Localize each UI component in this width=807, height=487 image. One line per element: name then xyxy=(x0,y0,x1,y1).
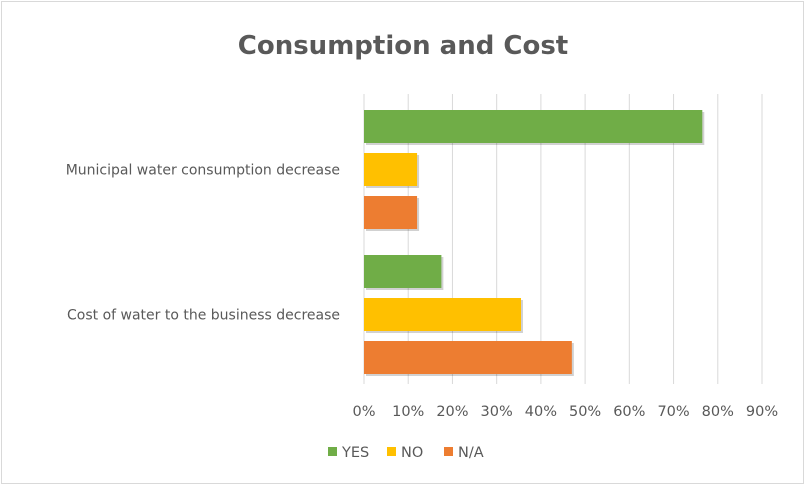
x-tick-label: 90% xyxy=(746,404,778,420)
legend-swatch xyxy=(328,447,337,456)
bar-yes xyxy=(364,110,703,143)
legend-label: YES xyxy=(341,445,369,461)
x-axis-tick-labels: 0% 10% 20% 30% 40% 50% 60% 70% 80% 90% xyxy=(352,404,778,420)
legend-item: YES xyxy=(328,445,369,461)
legend-swatch xyxy=(444,447,453,456)
x-tick-label: 30% xyxy=(481,404,513,420)
bar-na xyxy=(364,196,418,229)
legend-swatch xyxy=(387,447,396,456)
chart-title: Consumption and Cost xyxy=(238,31,568,61)
x-tick-label: 50% xyxy=(569,404,601,420)
legend-label: NO xyxy=(401,445,423,461)
x-tick-label: 0% xyxy=(352,404,375,420)
legend: YES NO N/A xyxy=(328,445,484,461)
bar-no xyxy=(364,153,418,186)
x-tick-label: 80% xyxy=(702,404,734,420)
bar-na xyxy=(364,341,572,374)
x-tick-label: 10% xyxy=(392,404,424,420)
category-label: Cost of water to the business decrease xyxy=(67,308,340,324)
legend-item: N/A xyxy=(444,445,484,461)
x-tick-label: 70% xyxy=(657,404,689,420)
category-labels: Municipal water consumption decrease Cost… xyxy=(66,163,340,324)
x-tick-label: 60% xyxy=(613,404,645,420)
bar-no xyxy=(364,298,521,331)
category-label: Municipal water consumption decrease xyxy=(66,163,340,179)
legend-item: NO xyxy=(387,445,423,461)
x-tick-label: 40% xyxy=(525,404,557,420)
bars xyxy=(364,110,705,376)
bar-yes xyxy=(364,255,442,288)
x-tick-label: 20% xyxy=(436,404,468,420)
legend-label: N/A xyxy=(458,445,484,461)
